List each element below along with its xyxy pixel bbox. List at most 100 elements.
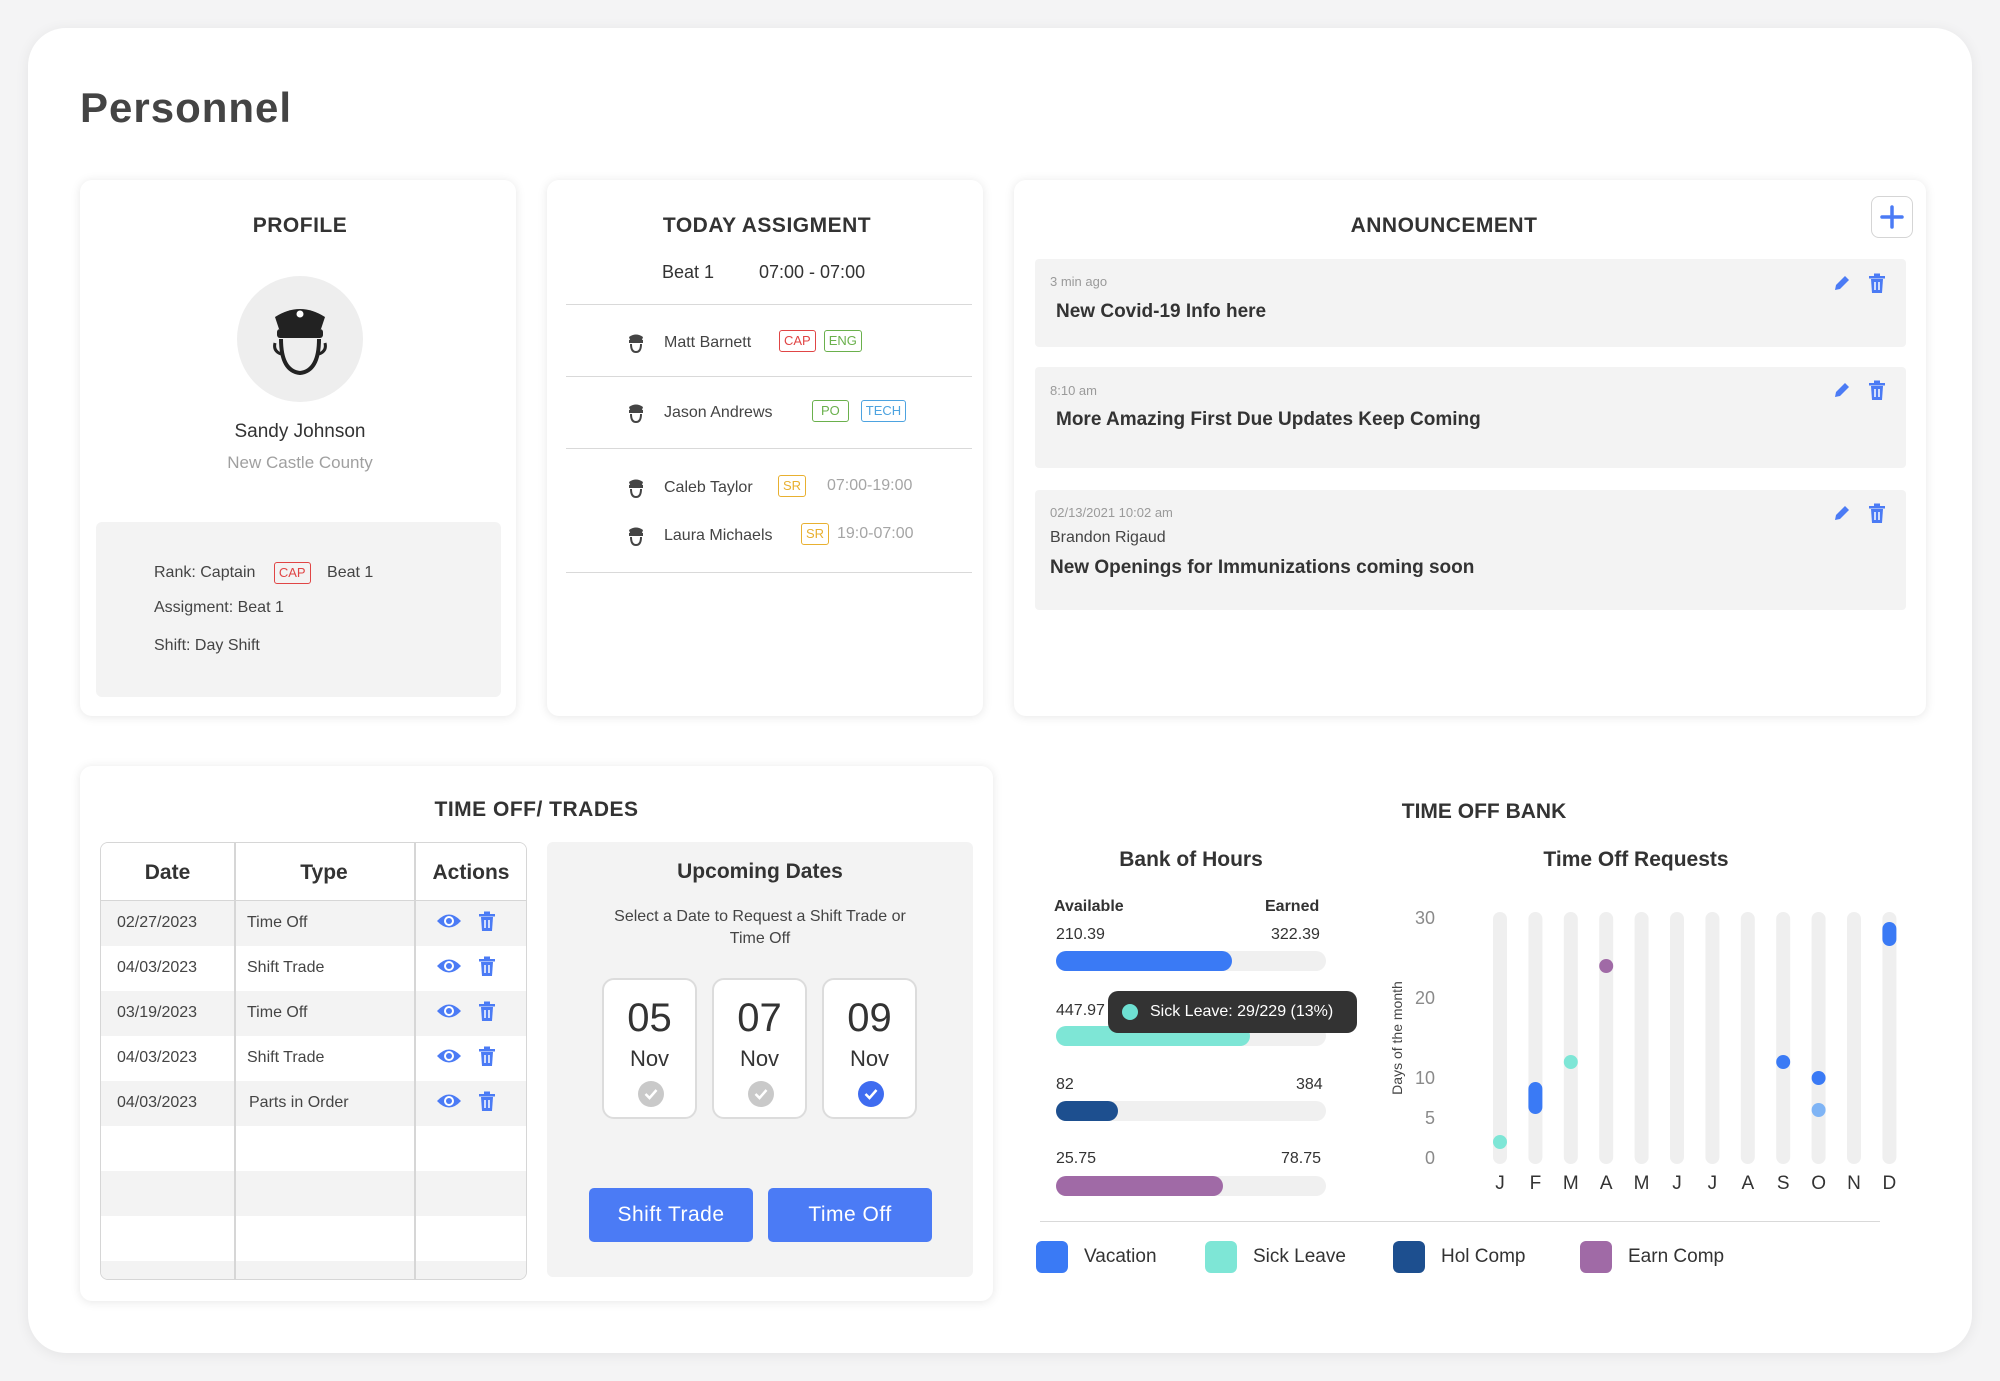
column-actions[interactable]: Actions <box>432 861 510 884</box>
trash-icon[interactable] <box>478 956 496 976</box>
bar-fill <box>1056 1101 1119 1121</box>
hol-comp-bar[interactable] <box>1056 1101 1326 1121</box>
row-type: Shift Trade <box>247 1049 325 1066</box>
x-tick-label: J <box>1708 1173 1718 1194</box>
officer-icon <box>273 309 327 376</box>
trash-icon[interactable] <box>1868 380 1886 400</box>
eye-icon[interactable] <box>436 1092 462 1110</box>
assignment-title: TODAY ASSIGMENT <box>662 214 872 237</box>
x-tick-label: N <box>1847 1173 1861 1194</box>
assignment-row[interactable]: Laura Michaels <box>626 525 773 547</box>
y-tick-label: 20 <box>1415 988 1435 1008</box>
column-track <box>1634 912 1649 1164</box>
row-date: 04/03/2023 <box>117 1094 198 1111</box>
assignment-line: Assigment: Beat 1 <box>154 599 284 617</box>
hours-title: Bank of Hours <box>1119 848 1263 871</box>
eye-icon[interactable] <box>436 1047 462 1065</box>
earned-label: Earned <box>1265 898 1320 915</box>
assignment-row[interactable]: Caleb Taylor <box>626 477 753 499</box>
column-track <box>1740 912 1755 1164</box>
bar-available: 447.97 <box>1056 1002 1105 1019</box>
eye-icon[interactable] <box>436 912 462 930</box>
announcement-headline: More Amazing First Due Updates Keep Comi… <box>1056 409 1481 430</box>
available-label: Available <box>1054 898 1124 915</box>
edit-icon[interactable] <box>1832 503 1852 523</box>
row-type: Parts in Order <box>249 1094 349 1111</box>
bank-title: TIME OFF BANK <box>1401 800 1567 823</box>
table-row[interactable]: 04/03/2023 Parts in Order <box>101 1081 526 1126</box>
tag-tech: TECH <box>860 400 907 422</box>
announcement-item[interactable]: 02/13/2021 10:02 am Brandon Rigaud New O… <box>1035 490 1906 610</box>
legend-divider <box>1040 1221 1880 1222</box>
date-card[interactable]: 05 Nov <box>602 978 697 1119</box>
tag-eng: ENG <box>823 330 862 352</box>
table-row[interactable]: 04/03/2023 Shift Trade <box>101 946 526 991</box>
announcement-item[interactable]: 3 min ago New Covid-19 Info here <box>1035 259 1906 347</box>
trash-icon[interactable] <box>478 1046 496 1066</box>
column-track <box>1882 912 1897 1164</box>
data-point <box>1811 1103 1826 1117</box>
x-tick-label: D <box>1883 1173 1897 1194</box>
table-row[interactable]: 03/19/2023 Time Off <box>101 991 526 1036</box>
assignment-row-time: 19:0-07:00 <box>837 525 914 542</box>
announcement-item[interactable]: 8:10 am More Amazing First Due Updates K… <box>1035 367 1906 468</box>
legend-item[interactable]: Hol Comp <box>1393 1241 1525 1273</box>
announcement-author: Brandon Rigaud <box>1050 529 1166 546</box>
row-actions <box>436 1001 496 1021</box>
table-row[interactable]: 04/03/2023 Shift Trade <box>101 1036 526 1081</box>
row-date: 04/03/2023 <box>117 1049 198 1066</box>
table-row[interactable]: 02/27/2023 Time Off <box>101 901 526 946</box>
profile-name: Sandy Johnson <box>234 421 366 442</box>
assignment-row[interactable]: Matt Barnett <box>626 332 751 354</box>
data-range <box>1528 1082 1543 1114</box>
time-off-button[interactable]: Time Off <box>768 1188 932 1242</box>
tooltip-text: Sick Leave: 29/229 (13%) <box>1150 1003 1334 1020</box>
legend-item[interactable]: Sick Leave <box>1205 1241 1346 1273</box>
eye-icon[interactable] <box>436 957 462 975</box>
trash-icon[interactable] <box>478 911 496 931</box>
legend-label: Earn Comp <box>1628 1246 1725 1267</box>
assignment-row[interactable]: Jason Andrews <box>626 402 773 424</box>
add-announcement-button[interactable] <box>1871 196 1913 238</box>
trash-icon[interactable] <box>1868 273 1886 293</box>
check-icon <box>748 1081 774 1107</box>
legend-item[interactable]: Earn Comp <box>1580 1241 1724 1273</box>
column-date[interactable]: Date <box>144 861 191 884</box>
date-card[interactable]: 09 Nov <box>822 978 917 1119</box>
row-actions <box>436 956 496 976</box>
rank-line: Rank: Captain CAP Beat 1 <box>154 562 373 584</box>
legend-swatch <box>1036 1241 1068 1273</box>
vacation-bar[interactable] <box>1056 951 1326 971</box>
bar-available: 25.75 <box>1056 1150 1097 1167</box>
column-track <box>1847 912 1861 1164</box>
column-type[interactable]: Type <box>300 861 348 884</box>
announcement-meta: 3 min ago <box>1050 274 1108 289</box>
eye-icon[interactable] <box>436 1002 462 1020</box>
assignment-time: 07:00 - 07:00 <box>759 262 866 282</box>
column-track <box>1811 912 1826 1164</box>
timeoff-title: TIME OFF/ TRADES <box>434 798 639 821</box>
date-card[interactable]: 07 Nov <box>712 978 807 1119</box>
sick-leave-tooltip: Sick Leave: 29/229 (13%) <box>1108 991 1357 1033</box>
trash-icon[interactable] <box>478 1091 496 1111</box>
x-tick-label: S <box>1777 1173 1790 1194</box>
edit-icon[interactable] <box>1832 273 1852 293</box>
edit-icon[interactable] <box>1832 380 1852 400</box>
data-point <box>1811 1071 1826 1085</box>
shift-value: Day Shift <box>194 637 260 654</box>
divider <box>566 448 972 449</box>
bar-fill <box>1056 1176 1224 1196</box>
earn-comp-bar[interactable] <box>1056 1176 1326 1196</box>
data-point <box>1493 1135 1507 1149</box>
data-point <box>1776 1055 1791 1069</box>
legend-swatch <box>1393 1241 1425 1273</box>
trash-icon[interactable] <box>1868 503 1886 523</box>
assignment-row-tags: CAP ENG <box>779 330 862 352</box>
shift-trade-button[interactable]: Shift Trade <box>589 1188 753 1242</box>
column-track <box>1493 912 1507 1164</box>
upcoming-subtitle: Select a Date to Request a Shift Trade o… <box>614 908 906 947</box>
trash-icon[interactable] <box>478 1001 496 1021</box>
divider <box>566 304 972 305</box>
legend-item[interactable]: Vacation <box>1036 1241 1157 1273</box>
x-tick-label: J <box>1672 1173 1682 1194</box>
